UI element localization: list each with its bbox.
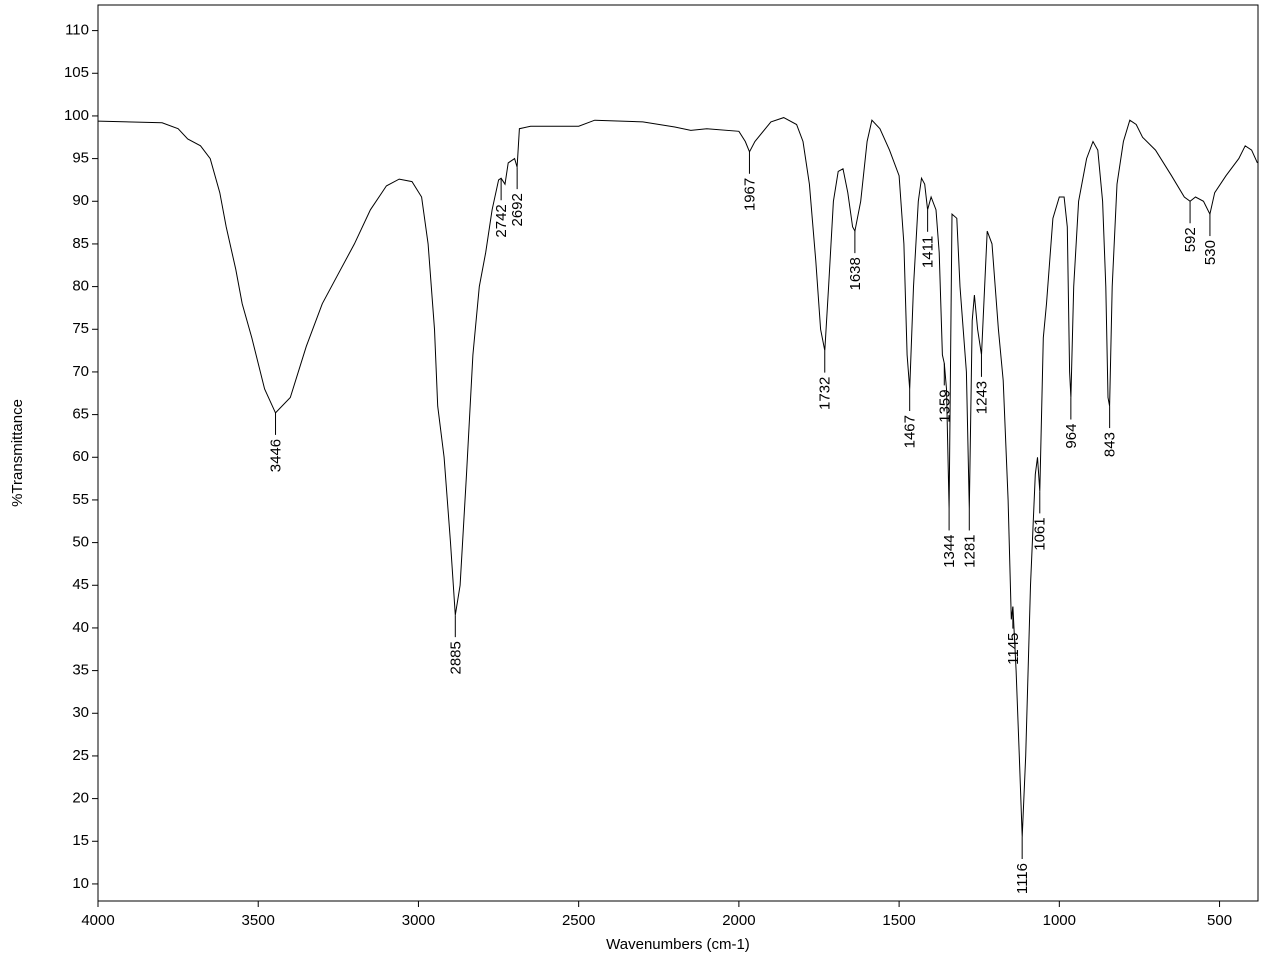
peak-label: 3446 bbox=[267, 439, 284, 472]
y-tick-label: 15 bbox=[72, 832, 89, 849]
x-tick-label: 1500 bbox=[882, 912, 915, 929]
x-tick-label: 3000 bbox=[402, 912, 435, 929]
y-tick-label: 40 bbox=[72, 619, 89, 636]
y-tick-label: 50 bbox=[72, 534, 89, 551]
peak-label: 2742 bbox=[493, 204, 510, 237]
y-axis-label: %Transmittance bbox=[9, 399, 26, 507]
spectrum-line bbox=[97, 117, 1258, 838]
x-axis-label: Wavenumbers (cm-1) bbox=[606, 936, 750, 953]
plot-frame bbox=[97, 4, 1259, 902]
peak-label: 1638 bbox=[847, 257, 864, 290]
y-tick-label: 100 bbox=[64, 107, 89, 124]
y-tick-label: 70 bbox=[72, 363, 89, 380]
y-tick-label: 30 bbox=[72, 704, 89, 721]
y-tick-label: 60 bbox=[72, 448, 89, 465]
x-tick-label: 3500 bbox=[242, 912, 275, 929]
y-tick-label: 75 bbox=[72, 320, 89, 337]
peak-label: 592 bbox=[1182, 227, 1199, 252]
y-tick-label: 110 bbox=[65, 22, 89, 39]
y-tick-label: 80 bbox=[72, 278, 89, 295]
y-tick-label: 20 bbox=[72, 790, 89, 807]
peak-label: 1116 bbox=[1014, 863, 1031, 894]
peak-label: 964 bbox=[1063, 424, 1080, 449]
y-tick-label: 55 bbox=[72, 491, 89, 508]
peak-label: 1732 bbox=[817, 377, 834, 410]
y-tick-label: 105 bbox=[64, 64, 89, 81]
y-tick-label: 25 bbox=[72, 747, 89, 764]
y-tick-label: 90 bbox=[72, 192, 89, 209]
x-tick-label: 1000 bbox=[1043, 912, 1076, 929]
peak-label: 1344 bbox=[941, 534, 958, 567]
y-tick-label: 85 bbox=[72, 235, 89, 252]
peak-label: 2692 bbox=[509, 193, 526, 226]
y-tick-label: 95 bbox=[72, 150, 89, 167]
y-tick-label: 45 bbox=[72, 576, 89, 593]
peak-label: 1243 bbox=[973, 381, 990, 414]
y-tick-label: 35 bbox=[72, 662, 89, 679]
peak-label: 1281 bbox=[961, 534, 978, 567]
peak-label: 1467 bbox=[902, 415, 919, 448]
peak-label: 1145 bbox=[1005, 633, 1022, 665]
peak-label: 2885 bbox=[447, 641, 464, 674]
y-tick-label: 10 bbox=[72, 875, 89, 892]
y-tick-label: 65 bbox=[72, 406, 89, 423]
peak-label: 1061 bbox=[1032, 517, 1049, 550]
peak-label: 843 bbox=[1102, 432, 1119, 457]
x-tick-label: 2500 bbox=[562, 912, 595, 929]
x-tick-label: 4000 bbox=[81, 912, 114, 929]
peak-label: 1359 bbox=[936, 389, 953, 422]
x-tick-label: 2000 bbox=[722, 912, 755, 929]
peak-label: 1967 bbox=[741, 178, 758, 211]
x-tick-label: 500 bbox=[1207, 912, 1232, 929]
peak-label: 1411 bbox=[920, 236, 937, 268]
peak-label: 530 bbox=[1202, 240, 1219, 265]
